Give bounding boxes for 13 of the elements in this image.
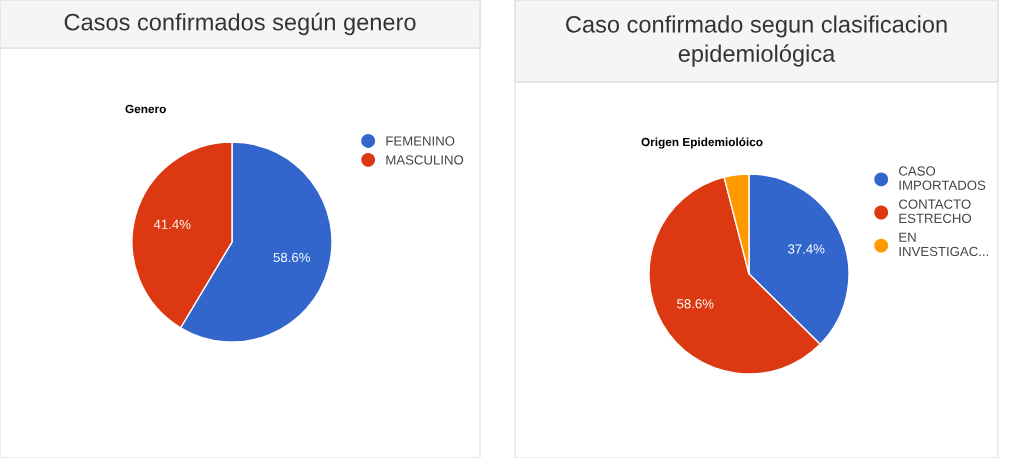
- legend-label: FEMENINO: [386, 136, 455, 146]
- legend-label: CASO IMPORTADOS: [899, 166, 986, 190]
- chart-subtitle: Origen Epidemiolóico: [641, 137, 763, 149]
- legend-label: CONTACTO ESTRECHO: [899, 199, 972, 224]
- data-label: 37.4%: [788, 244, 825, 254]
- data-label: 58.6%: [677, 299, 714, 309]
- legend-label: EN INVESTIGAC...: [899, 232, 989, 257]
- chart-title: Caso confirmado segun clasificacion epidemiológica: [566, 15, 947, 67]
- legend-label: MASCULINO: [386, 155, 464, 165]
- chart-subtitle: Genero: [125, 104, 166, 114]
- data-label: 58.6%: [273, 252, 310, 263]
- data-label: 41.4%: [153, 219, 191, 229]
- chart-title: Casos confirmados según genero: [64, 12, 416, 36]
